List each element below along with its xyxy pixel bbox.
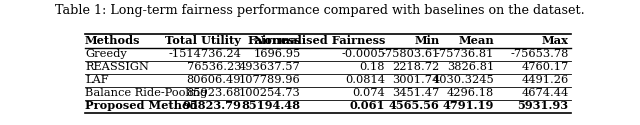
Text: Min: Min	[414, 35, 440, 46]
Text: 0.061: 0.061	[349, 100, 385, 111]
Text: Fairness: Fairness	[247, 35, 301, 46]
Text: 1696.95: 1696.95	[253, 49, 301, 59]
Text: 100254.73: 100254.73	[239, 88, 301, 98]
Text: 4760.17: 4760.17	[522, 62, 568, 72]
Text: 4030.3245: 4030.3245	[433, 75, 494, 85]
Text: Methods: Methods	[85, 35, 140, 46]
Text: 0.0814: 0.0814	[345, 75, 385, 85]
Text: Max: Max	[541, 35, 568, 46]
Text: -75803.61: -75803.61	[381, 49, 440, 59]
Text: 4491.26: 4491.26	[522, 75, 568, 85]
Text: -75653.78: -75653.78	[510, 49, 568, 59]
Text: 80606.49: 80606.49	[187, 75, 241, 85]
Text: Balance Ride-Pooling: Balance Ride-Pooling	[85, 88, 207, 98]
Text: -75736.81: -75736.81	[436, 49, 494, 59]
Text: 95823.79: 95823.79	[182, 100, 241, 111]
Text: 85923.68: 85923.68	[187, 88, 241, 98]
Text: 2218.72: 2218.72	[392, 62, 440, 72]
Text: 4565.56: 4565.56	[389, 100, 440, 111]
Text: Proposed Method: Proposed Method	[85, 100, 198, 111]
Text: Total Utility: Total Utility	[165, 35, 241, 46]
Text: 76536.23: 76536.23	[187, 62, 241, 72]
Text: Greedy: Greedy	[85, 49, 127, 59]
Text: 85194.48: 85194.48	[242, 100, 301, 111]
Text: -1514736.24: -1514736.24	[168, 49, 241, 59]
Text: 493637.57: 493637.57	[239, 62, 301, 72]
Text: 3826.81: 3826.81	[447, 62, 494, 72]
Text: 3001.74: 3001.74	[392, 75, 440, 85]
Text: 0.18: 0.18	[360, 62, 385, 72]
Text: 3451.47: 3451.47	[392, 88, 440, 98]
Text: REASSIGN: REASSIGN	[85, 62, 149, 72]
Text: 4674.44: 4674.44	[522, 88, 568, 98]
Text: Normalised Fairness: Normalised Fairness	[253, 35, 385, 46]
Text: Mean: Mean	[458, 35, 494, 46]
Text: LAF: LAF	[85, 75, 109, 85]
Text: 0.074: 0.074	[352, 88, 385, 98]
Text: 4296.18: 4296.18	[447, 88, 494, 98]
Text: 107789.96: 107789.96	[239, 75, 301, 85]
Text: 4791.19: 4791.19	[443, 100, 494, 111]
Text: 5931.93: 5931.93	[517, 100, 568, 111]
Text: -0.0005: -0.0005	[341, 49, 385, 59]
Text: Table 1: Long-term fairness performance compared with baselines on the dataset.: Table 1: Long-term fairness performance …	[55, 4, 585, 17]
